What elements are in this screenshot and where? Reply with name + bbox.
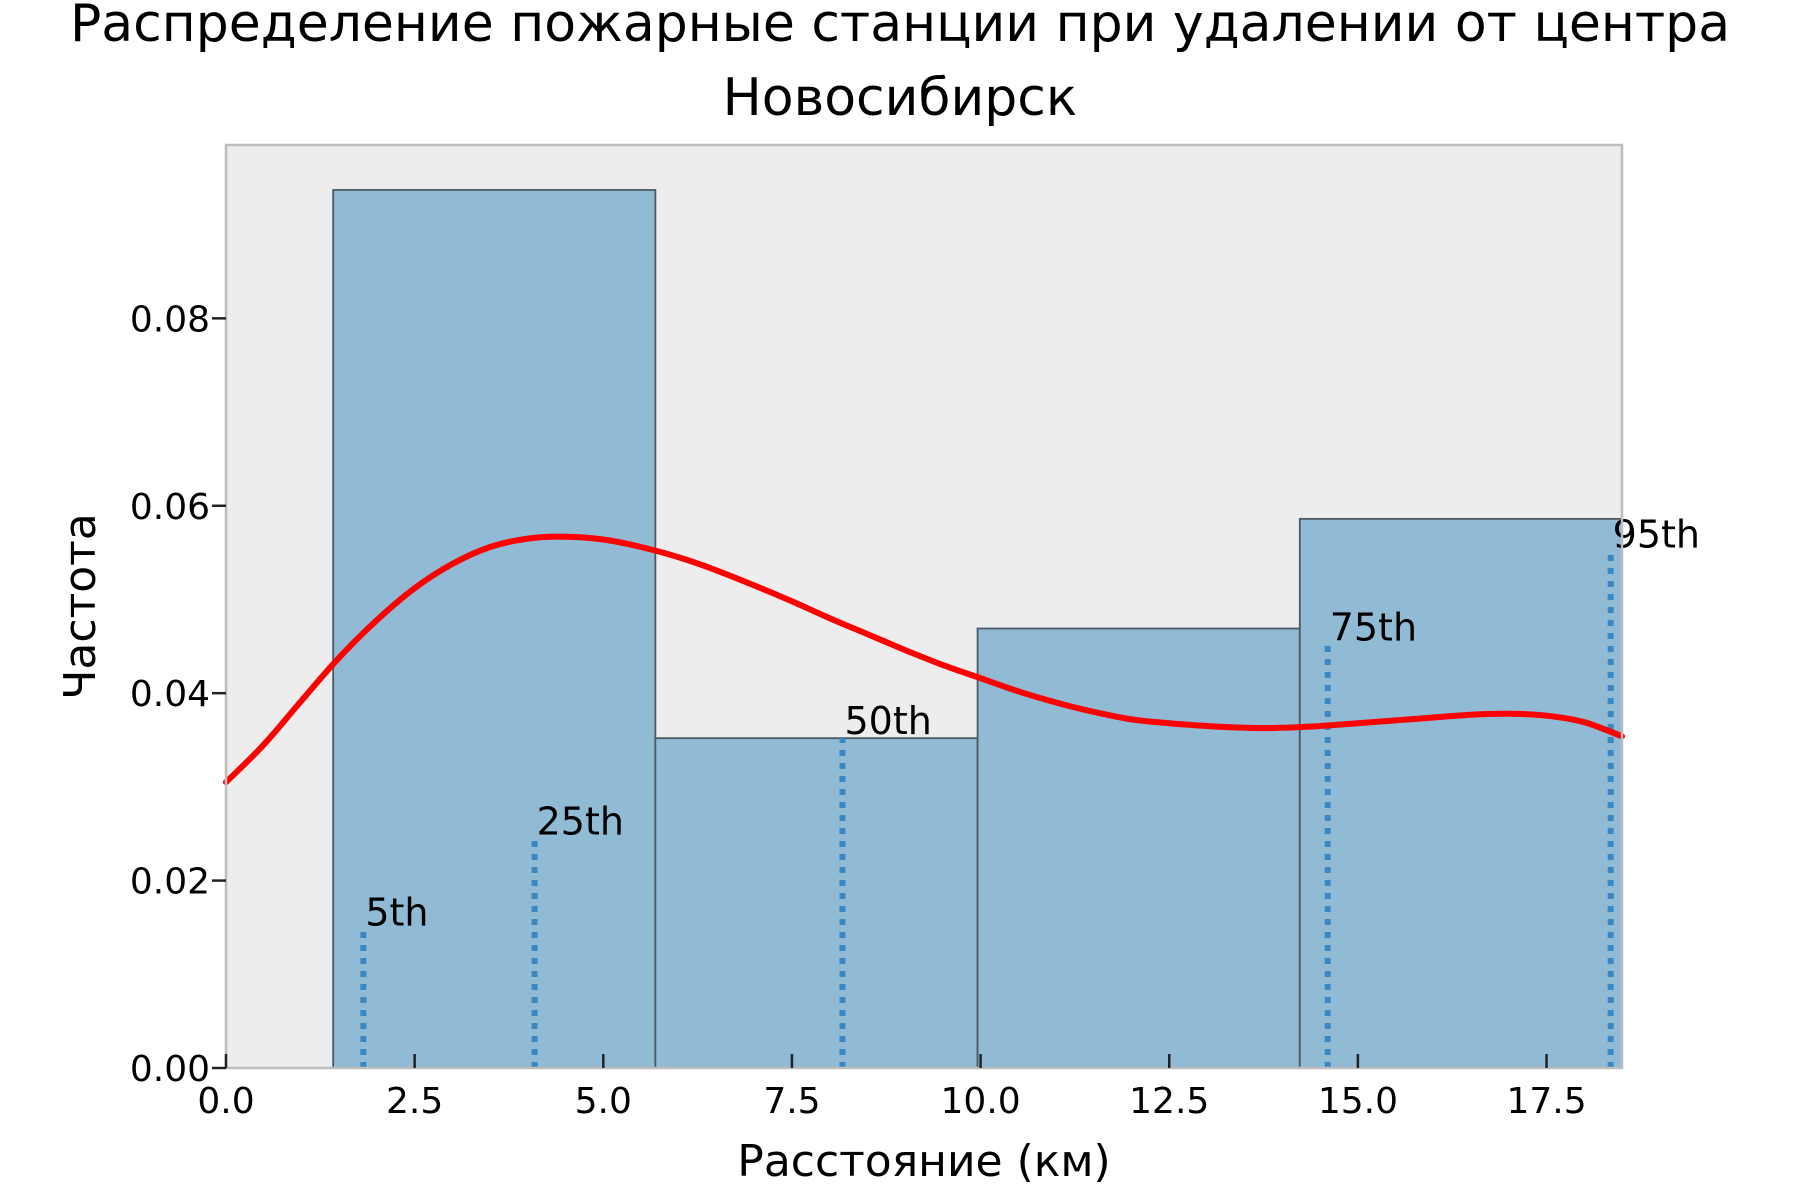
- percentile-markers: 5th 25th 50th 75th 95th: [360, 513, 1700, 1068]
- percentile-label-5th: 5th: [365, 890, 428, 934]
- y-tick-label: 0.02: [130, 862, 210, 903]
- histogram-bar-2: [654, 737, 979, 1069]
- x-axis-ticks: 0.0 2.5 5.0 7.5 10.0 12.5 15.0 17.5: [197, 1054, 1587, 1122]
- x-tick-label: 5.0: [575, 1081, 632, 1122]
- y-tick-label: 0.06: [130, 487, 210, 528]
- y-tick-label: 0.08: [130, 299, 210, 340]
- histogram-bar-1: [332, 189, 657, 1069]
- percentile-label-25th: 25th: [537, 799, 624, 843]
- percentile-label-75th: 75th: [1330, 605, 1417, 649]
- kde-curve: [223, 533, 1625, 786]
- x-tick-label: 0.0: [197, 1081, 254, 1122]
- percentile-label-50th: 50th: [845, 699, 932, 743]
- x-tick-label: 10.0: [941, 1081, 1021, 1122]
- x-tick-label: 15.0: [1318, 1081, 1398, 1122]
- plot-frame: [224, 143, 1624, 1070]
- histogram-bar-4: [1298, 517, 1623, 1069]
- y-tick-label: 0.00: [130, 1049, 210, 1090]
- y-axis-ticks: 0.00 0.02 0.04 0.06 0.08: [130, 299, 226, 1090]
- x-tick-label: 2.5: [386, 1081, 443, 1122]
- chart-title-line-2: Новосибирск: [722, 68, 1078, 128]
- x-axis-label: Расстояние (км): [737, 1136, 1110, 1187]
- chart-title-line-1: Распределение пожарные станции при удале…: [69, 0, 1731, 54]
- x-tick-label: 12.5: [1129, 1081, 1209, 1122]
- percentile-label-95th: 95th: [1613, 513, 1700, 557]
- x-tick-label: 17.5: [1506, 1081, 1586, 1122]
- x-tick-label: 7.5: [763, 1081, 820, 1122]
- histogram-bars: [332, 189, 1623, 1069]
- y-axis-label: Частота: [55, 513, 106, 699]
- y-tick-label: 0.04: [130, 674, 210, 715]
